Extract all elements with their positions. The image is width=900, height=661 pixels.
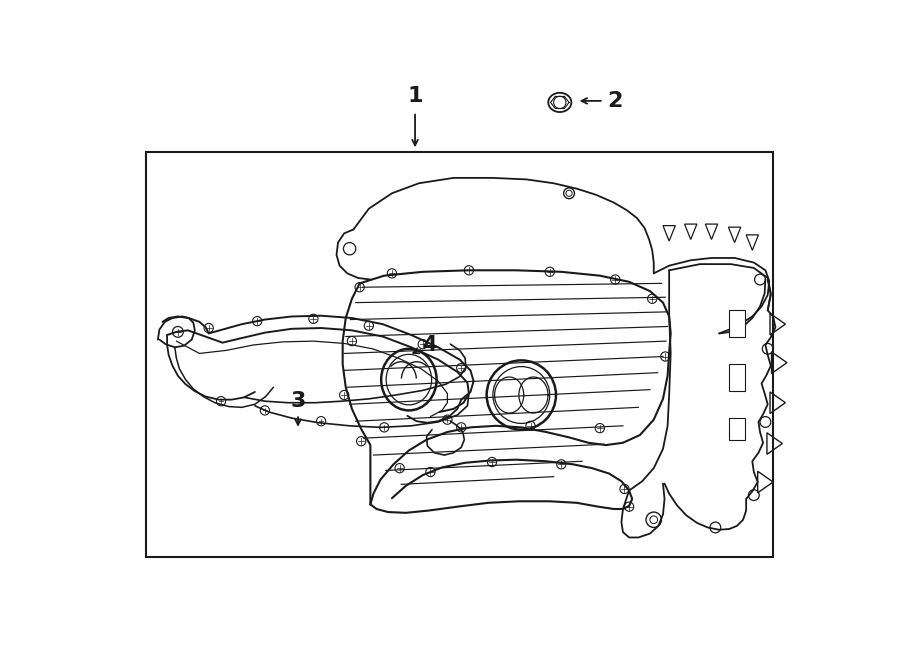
Text: 2: 2: [608, 91, 623, 111]
Text: 1: 1: [408, 86, 423, 106]
FancyBboxPatch shape: [729, 364, 744, 391]
Bar: [146, 153, 773, 557]
FancyBboxPatch shape: [729, 310, 744, 337]
Text: 4: 4: [422, 335, 436, 355]
FancyBboxPatch shape: [729, 418, 744, 440]
Text: 3: 3: [291, 391, 306, 411]
